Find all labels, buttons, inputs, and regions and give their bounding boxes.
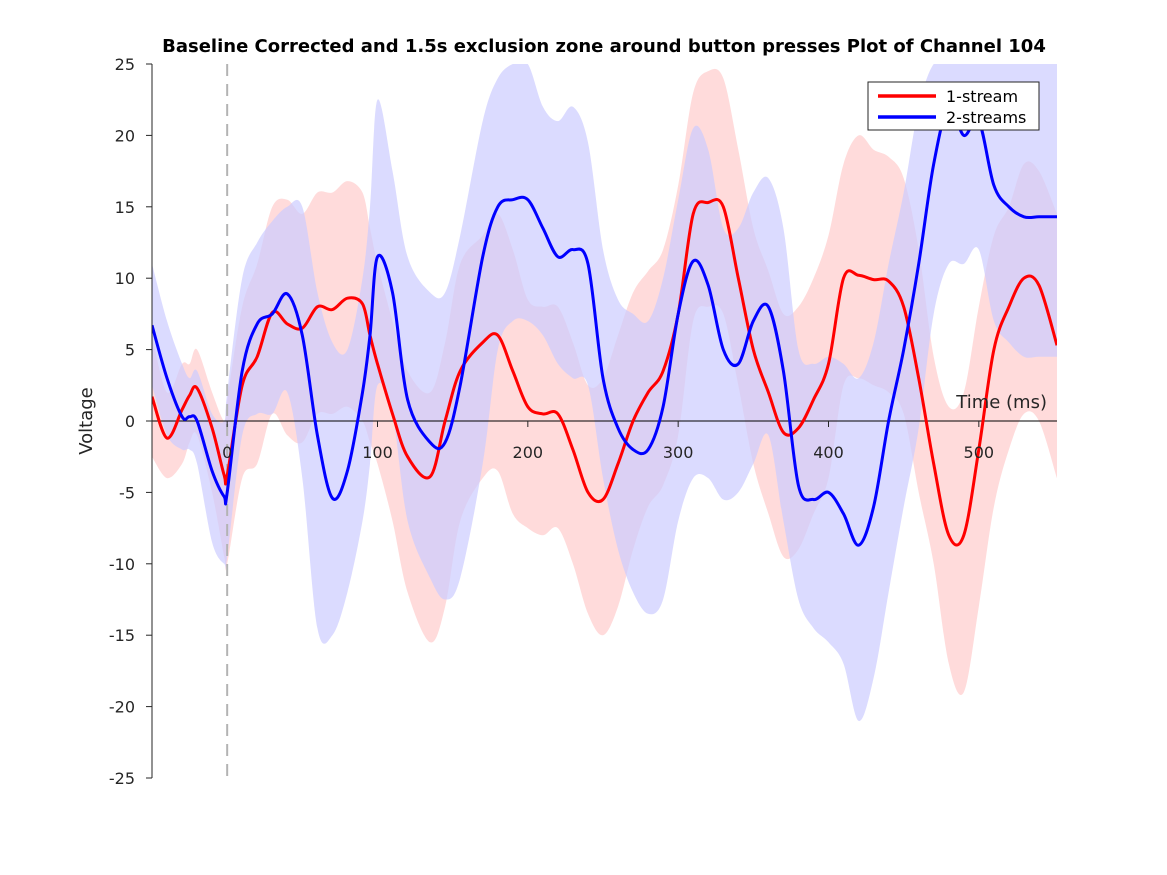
y-tick-label: 15 bbox=[115, 198, 135, 217]
plot-area bbox=[152, 64, 1057, 778]
y-axis-label: Voltage bbox=[76, 387, 97, 455]
x-tick-label: 0 bbox=[222, 443, 232, 462]
y-tick-label: 20 bbox=[115, 126, 135, 145]
x-tick-label: 400 bbox=[813, 443, 844, 462]
x-tick-label: 500 bbox=[964, 443, 995, 462]
y-tick-label: 10 bbox=[115, 269, 135, 288]
y-tick-label: -20 bbox=[109, 698, 135, 717]
y-tick-label: -10 bbox=[109, 555, 135, 574]
x-axis-label: Time (ms) bbox=[955, 392, 1047, 413]
y-tick-label: -5 bbox=[119, 483, 135, 502]
y-tick-label: 5 bbox=[125, 341, 135, 360]
x-tick-label: 200 bbox=[513, 443, 544, 462]
x-tick-label: 300 bbox=[663, 443, 694, 462]
legend-box bbox=[867, 81, 1040, 131]
legend: 1-stream 2-streams bbox=[867, 81, 1040, 131]
chart-title: Baseline Corrected and 1.5s exclusion zo… bbox=[162, 36, 1046, 57]
y-ticks: 25 20 15 10 5 0 -5 -10 -15 -20 -25 bbox=[109, 55, 152, 788]
y-tick-label: -15 bbox=[109, 626, 135, 645]
series-lines bbox=[152, 105, 1057, 547]
legend-label-2-streams: 2-streams bbox=[946, 108, 1026, 127]
line-2-streams bbox=[152, 105, 1057, 547]
x-ticks: 0 100 200 300 400 500 bbox=[222, 421, 994, 462]
line-1-stream bbox=[152, 197, 1057, 547]
legend-label-1-stream: 1-stream bbox=[946, 87, 1018, 106]
y-tick-label: -25 bbox=[109, 769, 135, 788]
y-axis: 25 20 15 10 5 0 -5 -10 -15 -20 -25 bbox=[109, 55, 153, 788]
y-tick-label: 25 bbox=[115, 55, 135, 74]
y-tick-label: 0 bbox=[125, 412, 135, 431]
x-tick-label: 100 bbox=[362, 443, 393, 462]
